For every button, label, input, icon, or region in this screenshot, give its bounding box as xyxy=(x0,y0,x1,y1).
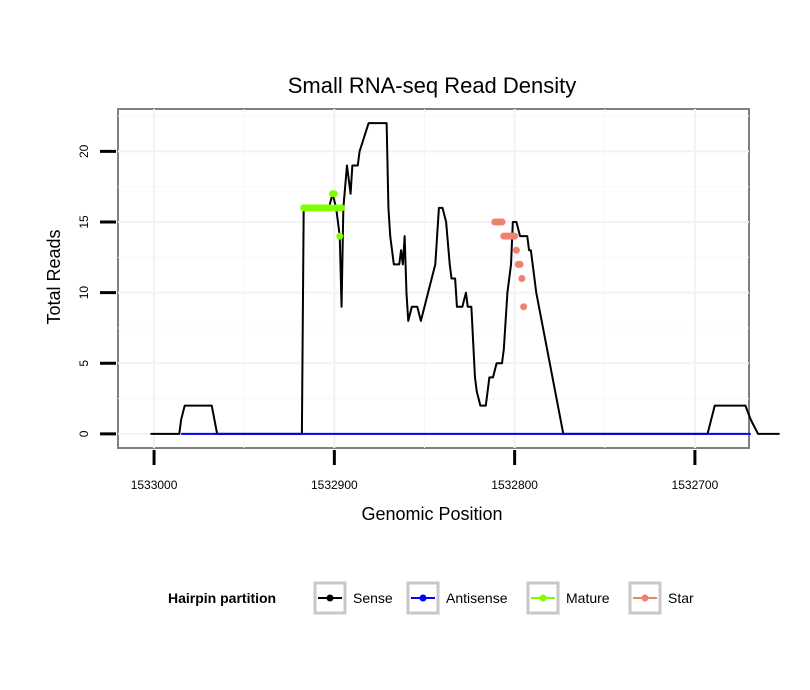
mature-point xyxy=(338,204,346,212)
legend-key-point xyxy=(419,594,427,602)
y-axis-label: Total Reads xyxy=(44,229,64,324)
plot-panel xyxy=(117,108,750,449)
legend: Hairpin partition Sense Antisense Mature St… xyxy=(168,581,694,615)
y-tick-label: 20 xyxy=(77,144,91,158)
y-tick-label: 5 xyxy=(77,360,91,367)
mature-point xyxy=(327,204,335,212)
legend-key-point xyxy=(641,594,649,602)
star-point xyxy=(520,303,528,311)
y-tick-label: 10 xyxy=(77,286,91,300)
chart-title: Small RNA-seq Read Density xyxy=(288,73,577,98)
legend-label-mature: Mature xyxy=(566,590,610,606)
x-tick-label: 1533000 xyxy=(131,478,178,492)
star-point xyxy=(518,275,526,282)
legend-entry-antisense: Antisense xyxy=(406,581,508,615)
mature-point xyxy=(330,190,338,198)
mature-point xyxy=(336,232,344,240)
x-axis: 1533000 1532900 1532800 1532700 xyxy=(131,450,719,492)
legend-key-point xyxy=(326,594,334,602)
legend-entry-mature: Mature xyxy=(526,581,610,615)
star-point xyxy=(512,246,520,254)
star-point xyxy=(511,232,519,240)
x-axis-label: Genomic Position xyxy=(361,504,502,524)
legend-entry-star: Star xyxy=(628,581,694,615)
y-tick-label: 15 xyxy=(77,215,91,229)
y-tick-label: 0 xyxy=(77,430,91,437)
plot-area xyxy=(150,122,780,435)
legend-label-sense: Sense xyxy=(353,590,393,606)
legend-label-antisense: Antisense xyxy=(446,590,508,606)
legend-key-point xyxy=(539,594,547,602)
legend-title: Hairpin partition xyxy=(168,590,276,606)
legend-entry-sense: Sense xyxy=(313,581,393,615)
y-axis: 0 5 10 15 20 xyxy=(77,144,116,437)
star-point xyxy=(516,260,524,268)
sense-series-line xyxy=(150,122,780,435)
legend-label-star: Star xyxy=(668,590,694,606)
x-tick-label: 1532800 xyxy=(491,478,538,492)
star-point xyxy=(498,218,506,226)
x-tick-label: 1532900 xyxy=(311,478,358,492)
x-tick-label: 1532700 xyxy=(672,478,719,492)
